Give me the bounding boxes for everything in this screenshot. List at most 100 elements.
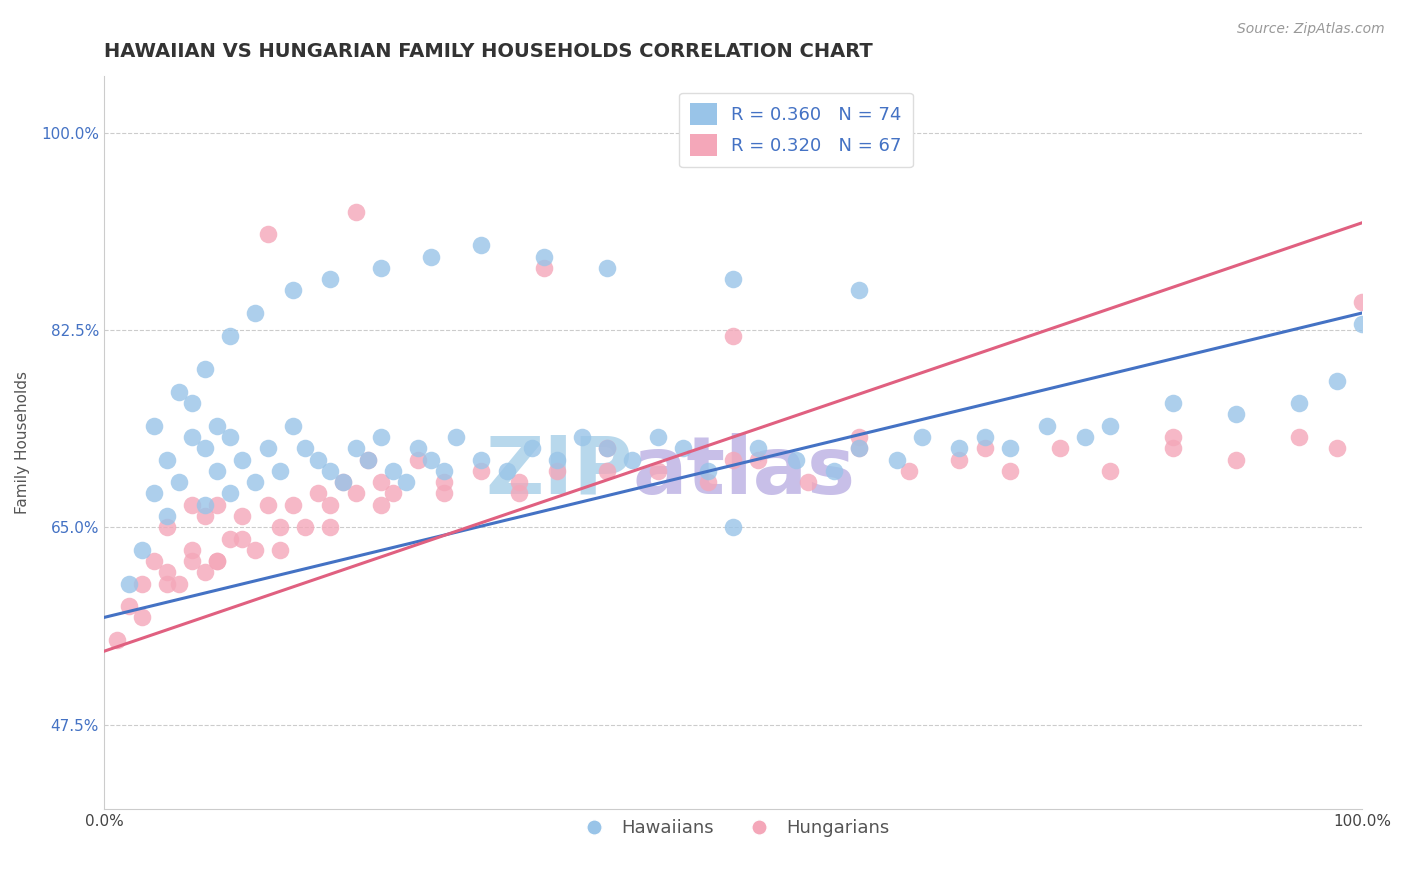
Point <box>998 464 1021 478</box>
Point <box>294 442 316 456</box>
Point <box>344 442 367 456</box>
Point <box>647 430 669 444</box>
Point <box>169 384 191 399</box>
Point <box>1288 430 1310 444</box>
Point <box>1351 318 1374 332</box>
Point <box>269 542 291 557</box>
Point <box>256 498 278 512</box>
Point <box>169 576 191 591</box>
Point <box>194 508 217 523</box>
Point <box>143 554 166 568</box>
Point <box>1225 452 1247 467</box>
Point <box>596 442 619 456</box>
Text: HAWAIIAN VS HUNGARIAN FAMILY HOUSEHOLDS CORRELATION CHART: HAWAIIAN VS HUNGARIAN FAMILY HOUSEHOLDS … <box>104 42 873 61</box>
Point <box>1288 396 1310 410</box>
Point <box>143 418 166 433</box>
Point <box>747 452 769 467</box>
Point <box>205 498 228 512</box>
Point <box>243 306 266 320</box>
Point <box>194 362 217 376</box>
Point <box>370 260 392 275</box>
Point <box>508 475 530 490</box>
Point <box>332 475 354 490</box>
Point <box>886 452 908 467</box>
Point <box>470 238 492 252</box>
Point <box>533 260 555 275</box>
Point <box>269 464 291 478</box>
Point <box>596 260 619 275</box>
Point <box>1326 442 1348 456</box>
Point <box>848 284 870 298</box>
Point <box>370 498 392 512</box>
Point <box>948 452 970 467</box>
Point <box>1049 442 1071 456</box>
Point <box>470 464 492 478</box>
Point <box>231 508 253 523</box>
Point <box>181 554 204 568</box>
Point <box>218 486 240 500</box>
Point <box>420 452 443 467</box>
Point <box>294 520 316 534</box>
Point <box>231 532 253 546</box>
Point <box>533 250 555 264</box>
Point <box>319 464 342 478</box>
Point <box>156 576 179 591</box>
Point <box>408 442 430 456</box>
Point <box>205 554 228 568</box>
Point <box>395 475 418 490</box>
Point <box>205 464 228 478</box>
Point <box>143 486 166 500</box>
Point <box>181 542 204 557</box>
Point <box>973 442 995 456</box>
Point <box>1036 418 1059 433</box>
Point <box>797 475 820 490</box>
Point <box>382 464 405 478</box>
Point <box>269 520 291 534</box>
Point <box>281 498 304 512</box>
Point <box>672 442 695 456</box>
Point <box>1326 374 1348 388</box>
Text: Source: ZipAtlas.com: Source: ZipAtlas.com <box>1237 22 1385 37</box>
Point <box>382 486 405 500</box>
Point <box>231 452 253 467</box>
Point <box>370 430 392 444</box>
Point <box>785 452 807 467</box>
Point <box>319 520 342 534</box>
Point <box>433 464 456 478</box>
Point <box>721 272 744 286</box>
Point <box>433 486 456 500</box>
Point <box>621 452 644 467</box>
Point <box>520 442 543 456</box>
Point <box>848 430 870 444</box>
Point <box>319 498 342 512</box>
Point <box>948 442 970 456</box>
Point <box>596 464 619 478</box>
Point <box>243 475 266 490</box>
Point <box>571 430 593 444</box>
Point <box>256 227 278 241</box>
Point <box>243 542 266 557</box>
Point <box>181 396 204 410</box>
Point <box>1074 430 1097 444</box>
Point <box>181 498 204 512</box>
Point <box>433 475 456 490</box>
Point <box>1161 442 1184 456</box>
Point <box>721 520 744 534</box>
Point <box>105 632 128 647</box>
Point <box>823 464 845 478</box>
Point <box>721 328 744 343</box>
Text: ZIP: ZIP <box>485 433 633 511</box>
Y-axis label: Family Households: Family Households <box>15 371 30 514</box>
Point <box>444 430 467 444</box>
Point <box>118 599 141 614</box>
Point <box>256 442 278 456</box>
Point <box>747 442 769 456</box>
Point <box>721 452 744 467</box>
Point <box>156 566 179 580</box>
Point <box>1099 464 1122 478</box>
Text: atlas: atlas <box>633 433 855 511</box>
Point <box>898 464 921 478</box>
Point <box>169 475 191 490</box>
Point <box>848 442 870 456</box>
Point <box>307 486 329 500</box>
